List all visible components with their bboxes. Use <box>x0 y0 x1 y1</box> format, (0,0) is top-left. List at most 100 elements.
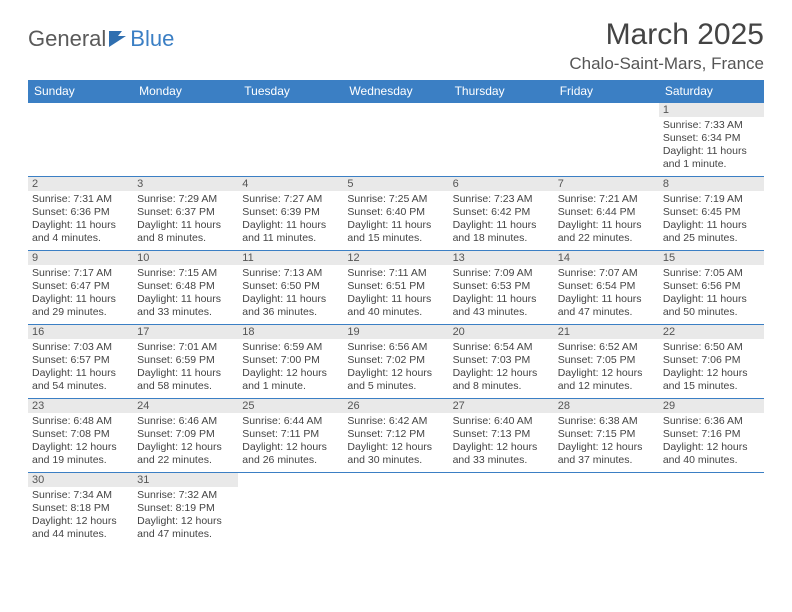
sunrise-text: Sunrise: 6:56 AM <box>347 341 444 354</box>
page: General Blue March 2025 Chalo-Saint-Mars… <box>0 0 792 565</box>
day-cell: 5 Sunrise: 7:25 AMSunset: 6:40 PMDaylight… <box>343 177 448 251</box>
daylight-text: Daylight: 12 hours and 26 minutes. <box>242 441 339 467</box>
day-details: Sunrise: 6:52 AMSunset: 7:05 PMDaylight:… <box>558 341 655 394</box>
sunrise-text: Sunrise: 7:15 AM <box>137 267 234 280</box>
daylight-text: Daylight: 12 hours and 40 minutes. <box>663 441 760 467</box>
sunset-text: Sunset: 6:44 PM <box>558 206 655 219</box>
sunrise-text: Sunrise: 7:03 AM <box>32 341 129 354</box>
month-title: March 2025 <box>569 18 764 52</box>
daylight-text: Daylight: 12 hours and 22 minutes. <box>137 441 234 467</box>
day-number <box>554 103 659 105</box>
day-cell: 25Sunrise: 6:44 AMSunset: 7:11 PMDayligh… <box>238 399 343 473</box>
sunrise-text: Sunrise: 6:46 AM <box>137 415 234 428</box>
day-cell: 6Sunrise: 7:23 AMSunset: 6:42 PMDaylight… <box>449 177 554 251</box>
day-cell: 1Sunrise: 7:33 AMSunset: 6:34 PMDaylight… <box>659 103 764 177</box>
daylight-text: Daylight: 11 hours and 54 minutes. <box>32 367 129 393</box>
day-number: 10 <box>133 251 238 265</box>
sunrise-text: Sunrise: 7:11 AM <box>347 267 444 280</box>
day-header-row: Sunday Monday Tuesday Wednesday Thursday… <box>28 80 764 103</box>
day-cell: 17Sunrise: 7:01 AMSunset: 6:59 PMDayligh… <box>133 325 238 399</box>
day-number: 15 <box>659 251 764 265</box>
day-details: Sunrise: 6:50 AMSunset: 7:06 PMDaylight:… <box>663 341 760 394</box>
sunrise-text: Sunrise: 7:33 AM <box>663 119 760 132</box>
daylight-text: Daylight: 11 hours and 40 minutes. <box>347 293 444 319</box>
day-cell: 2 Sunrise: 7:31 AMSunset: 6:36 PMDaylight… <box>28 177 133 251</box>
sunrise-text: Sunrise: 7:13 AM <box>242 267 339 280</box>
day-cell <box>343 473 448 547</box>
sunrise-text: Sunrise: 6:50 AM <box>663 341 760 354</box>
day-cell: 8Sunrise: 7:19 AMSunset: 6:45 PMDaylight… <box>659 177 764 251</box>
day-details: Sunrise: 6:40 AMSunset: 7:13 PMDaylight:… <box>453 415 550 468</box>
sunset-text: Sunset: 8:19 PM <box>137 502 234 515</box>
sunrise-text: Sunrise: 6:54 AM <box>453 341 550 354</box>
daylight-text: Daylight: 11 hours and 11 minutes. <box>242 219 339 245</box>
day-number <box>449 103 554 105</box>
sunrise-text: Sunrise: 6:42 AM <box>347 415 444 428</box>
daylight-text: Daylight: 12 hours and 5 minutes. <box>347 367 444 393</box>
day-cell <box>659 473 764 547</box>
day-number: 4 <box>238 177 343 191</box>
daylight-text: Daylight: 11 hours and 25 minutes. <box>663 219 760 245</box>
day-details: Sunrise: 6:48 AMSunset: 7:08 PMDaylight:… <box>32 415 129 468</box>
day-details: Sunrise: 7:07 AMSunset: 6:54 PMDaylight:… <box>558 267 655 320</box>
day-details: Sunrise: 6:44 AMSunset: 7:11 PMDaylight:… <box>242 415 339 468</box>
day-details: Sunrise: 7:34 AMSunset: 8:18 PMDaylight:… <box>32 489 129 542</box>
day-number: 31 <box>133 473 238 487</box>
sunset-text: Sunset: 6:54 PM <box>558 280 655 293</box>
day-details: Sunrise: 7:21 AMSunset: 6:44 PMDaylight:… <box>558 193 655 246</box>
day-cell <box>554 473 659 547</box>
day-cell: 22Sunrise: 6:50 AMSunset: 7:06 PMDayligh… <box>659 325 764 399</box>
day-details: Sunrise: 7:23 AMSunset: 6:42 PMDaylight:… <box>453 193 550 246</box>
day-details: Sunrise: 7:01 AMSunset: 6:59 PMDaylight:… <box>137 341 234 394</box>
daylight-text: Daylight: 11 hours and 4 minutes. <box>32 219 129 245</box>
sunset-text: Sunset: 7:05 PM <box>558 354 655 367</box>
sunrise-text: Sunrise: 7:23 AM <box>453 193 550 206</box>
daylight-text: Daylight: 11 hours and 29 minutes. <box>32 293 129 319</box>
day-number <box>659 473 764 475</box>
day-details: Sunrise: 7:11 AMSunset: 6:51 PMDaylight:… <box>347 267 444 320</box>
sunrise-text: Sunrise: 7:17 AM <box>32 267 129 280</box>
sunrise-text: Sunrise: 7:29 AM <box>137 193 234 206</box>
day-number <box>133 103 238 105</box>
daylight-text: Daylight: 11 hours and 15 minutes. <box>347 219 444 245</box>
daylight-text: Daylight: 11 hours and 8 minutes. <box>137 219 234 245</box>
day-details: Sunrise: 7:27 AMSunset: 6:39 PMDaylight:… <box>242 193 339 246</box>
day-details: Sunrise: 6:38 AMSunset: 7:15 PMDaylight:… <box>558 415 655 468</box>
day-cell: 23Sunrise: 6:48 AMSunset: 7:08 PMDayligh… <box>28 399 133 473</box>
daylight-text: Daylight: 11 hours and 33 minutes. <box>137 293 234 319</box>
day-cell: 20Sunrise: 6:54 AMSunset: 7:03 PMDayligh… <box>449 325 554 399</box>
day-cell: 4 Sunrise: 7:27 AMSunset: 6:39 PMDaylight… <box>238 177 343 251</box>
day-header: Tuesday <box>238 80 343 103</box>
day-number: 18 <box>238 325 343 339</box>
sunset-text: Sunset: 6:40 PM <box>347 206 444 219</box>
sunrise-text: Sunrise: 7:25 AM <box>347 193 444 206</box>
sunset-text: Sunset: 6:42 PM <box>453 206 550 219</box>
week-row: 9Sunrise: 7:17 AMSunset: 6:47 PMDaylight… <box>28 251 764 325</box>
day-cell: 9Sunrise: 7:17 AMSunset: 6:47 PMDaylight… <box>28 251 133 325</box>
day-cell <box>133 103 238 177</box>
day-header: Saturday <box>659 80 764 103</box>
daylight-text: Daylight: 12 hours and 30 minutes. <box>347 441 444 467</box>
day-number: 5 <box>343 177 448 191</box>
day-details: Sunrise: 6:54 AMSunset: 7:03 PMDaylight:… <box>453 341 550 394</box>
day-number <box>238 103 343 105</box>
sunrise-text: Sunrise: 7:34 AM <box>32 489 129 502</box>
day-cell: 28Sunrise: 6:38 AMSunset: 7:15 PMDayligh… <box>554 399 659 473</box>
sunset-text: Sunset: 6:50 PM <box>242 280 339 293</box>
day-header: Wednesday <box>343 80 448 103</box>
day-number: 13 <box>449 251 554 265</box>
daylight-text: Daylight: 11 hours and 22 minutes. <box>558 219 655 245</box>
sunset-text: Sunset: 7:16 PM <box>663 428 760 441</box>
day-number: 2 <box>28 177 133 191</box>
day-details: Sunrise: 7:31 AMSunset: 6:36 PMDaylight:… <box>32 193 129 246</box>
day-number: 19 <box>343 325 448 339</box>
day-cell <box>449 473 554 547</box>
day-number: 26 <box>343 399 448 413</box>
day-number: 12 <box>343 251 448 265</box>
sunset-text: Sunset: 6:51 PM <box>347 280 444 293</box>
sunset-text: Sunset: 6:45 PM <box>663 206 760 219</box>
day-cell: 11Sunrise: 7:13 AMSunset: 6:50 PMDayligh… <box>238 251 343 325</box>
daylight-text: Daylight: 11 hours and 50 minutes. <box>663 293 760 319</box>
day-details: Sunrise: 7:13 AMSunset: 6:50 PMDaylight:… <box>242 267 339 320</box>
sunset-text: Sunset: 6:48 PM <box>137 280 234 293</box>
